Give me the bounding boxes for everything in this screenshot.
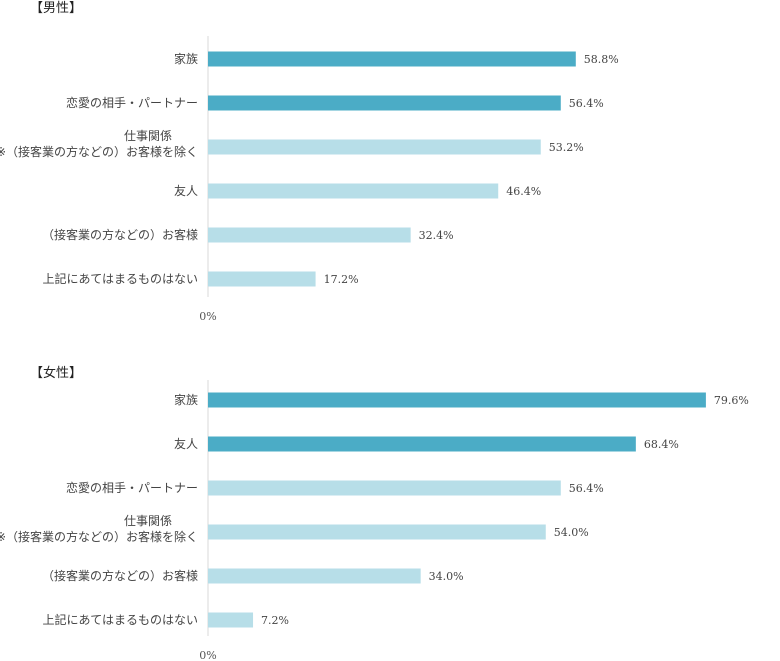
category-label: （接客業の方などの）お客様: [42, 568, 198, 583]
bar: [208, 612, 254, 628]
bar: [208, 568, 421, 584]
data-label: 58.8%: [584, 53, 619, 66]
data-label: 46.4%: [506, 185, 541, 198]
bar: [208, 480, 561, 496]
data-label: 56.4%: [569, 482, 604, 495]
bar: [208, 139, 541, 155]
bar: [208, 183, 499, 199]
chart-title: 【男性】: [30, 1, 82, 16]
x-tick-label: 0%: [199, 310, 216, 323]
category-label: 友人: [174, 184, 198, 198]
data-label: 53.2%: [549, 141, 584, 154]
data-label: 68.4%: [644, 438, 679, 451]
bar: [208, 227, 411, 243]
category-label: 家族: [174, 392, 198, 407]
data-label: 7.2%: [261, 614, 289, 627]
category-label: 上記にあてはまるものはない: [42, 271, 198, 286]
category-label: （接客業の方などの）お客様: [42, 227, 198, 242]
bar: [208, 95, 561, 111]
data-label: 17.2%: [324, 273, 359, 286]
bar: [208, 524, 546, 540]
bar: [208, 392, 706, 408]
chart-panel-0: 【男性】0%10%20%30%40%50%60%70%80%90%58.8%家族…: [0, 1, 619, 323]
bar: [208, 51, 576, 67]
category-label: 恋愛の相手・パートナー: [66, 95, 198, 110]
x-tick-label: 0%: [199, 649, 216, 661]
bar: [208, 436, 636, 452]
chart-panel-1: 【女性】0%10%20%30%40%50%60%70%80%90%79.6%家族…: [0, 365, 749, 661]
data-label: 56.4%: [569, 97, 604, 110]
category-label: 上記にあてはまるものはない: [42, 612, 198, 627]
category-label: 仕事関係※（接客業の方などの）お客様を除く: [0, 514, 198, 544]
category-label: 友人: [174, 437, 198, 451]
data-label: 34.0%: [429, 570, 464, 583]
category-label: 家族: [174, 51, 198, 66]
data-label: 79.6%: [714, 394, 749, 407]
data-label: 54.0%: [554, 526, 589, 539]
category-label: 恋愛の相手・パートナー: [66, 480, 198, 495]
category-label: 仕事関係※（接客業の方などの）お客様を除く: [0, 129, 198, 159]
data-label: 32.4%: [419, 229, 454, 242]
bar: [208, 271, 316, 287]
chart-title: 【女性】: [30, 365, 82, 381]
